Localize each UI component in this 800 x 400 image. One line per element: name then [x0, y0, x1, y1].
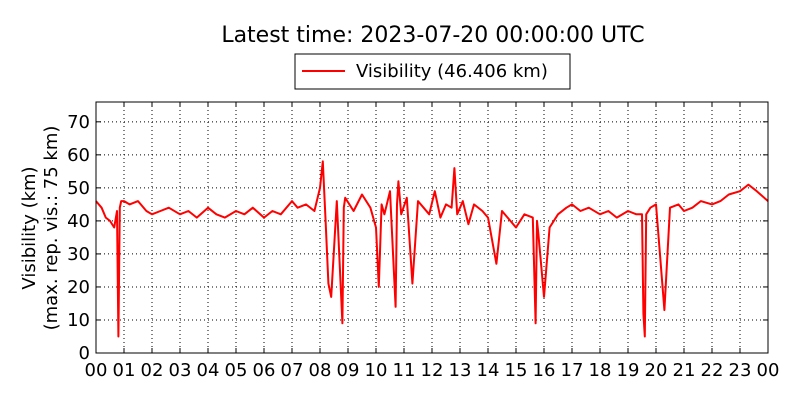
y-tick-label: 50 [67, 178, 90, 199]
plot-frame [95, 101, 769, 354]
x-tick-label: 23 [729, 360, 752, 381]
x-tick-label: 20 [645, 360, 668, 381]
x-tick-label: 02 [141, 360, 164, 381]
chart-title: Latest time: 2023-07-20 00:00:00 UTC [221, 23, 644, 48]
x-tick-label: 05 [225, 360, 248, 381]
series-layer [95, 160, 769, 338]
x-tick-label: 18 [589, 360, 612, 381]
y-axis-label-line1: Visibility (km) [19, 166, 40, 289]
x-tick-label: 10 [365, 360, 388, 381]
x-tick-label: 08 [309, 360, 332, 381]
x-tick-label: 00 [85, 360, 108, 381]
x-tick-label: 17 [561, 360, 584, 381]
y-tick-label: 0 [79, 343, 90, 364]
x-tick-label: 01 [113, 360, 136, 381]
x-tick-label: 21 [673, 360, 696, 381]
x-tick-label: 06 [253, 360, 276, 381]
axes [95, 101, 769, 354]
y-tick-label: 70 [67, 112, 90, 133]
y-tick-label: 40 [67, 211, 90, 232]
series-line [95, 160, 769, 338]
legend: Visibility (46.406 km) [294, 53, 571, 90]
x-tick-label: 00 [757, 360, 780, 381]
x-tick-label: 15 [505, 360, 528, 381]
x-tick-label: 03 [169, 360, 192, 381]
y-tick-label: 20 [67, 277, 90, 298]
x-tick-label: 19 [617, 360, 640, 381]
legend-entry: Visibility (46.406 km) [356, 61, 548, 82]
x-tick-label: 04 [197, 360, 220, 381]
x-tick-label: 14 [477, 360, 500, 381]
y-axis-label-line2: (max. rep. vis.: 75 km) [41, 126, 62, 331]
x-tick-label: 13 [449, 360, 472, 381]
y-axis-label: Visibility (km) (max. rep. vis.: 75 km) [19, 126, 62, 331]
x-tick-label: 09 [337, 360, 360, 381]
y-tick-label: 10 [67, 310, 90, 331]
x-tick-label: 12 [421, 360, 444, 381]
x-tick-label: 22 [701, 360, 724, 381]
grid [96, 102, 768, 353]
y-tick-label: 60 [67, 145, 90, 166]
x-tick-label: 16 [533, 360, 556, 381]
x-tick-label: 07 [281, 360, 304, 381]
y-tick-label: 30 [67, 244, 90, 265]
x-tick-label: 11 [393, 360, 416, 381]
